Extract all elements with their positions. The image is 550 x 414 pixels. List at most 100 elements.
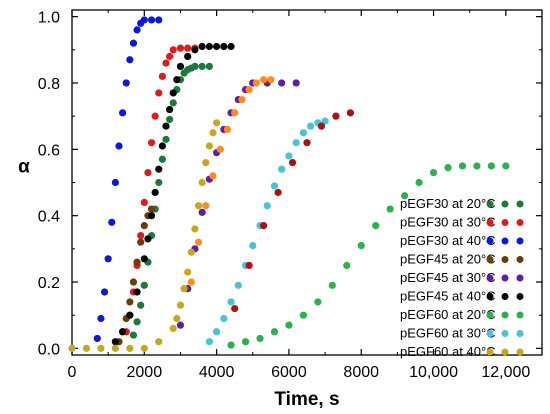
data-point [100,288,109,296]
data-point [205,142,213,150]
data-point [144,235,152,243]
data-point [299,311,307,319]
data-point [184,44,192,52]
legend-marker [516,348,524,356]
data-point [155,338,163,346]
data-point [213,328,221,336]
legend-label: pEGF60 at 30°C [400,326,496,341]
data-point [187,248,195,256]
data-point [238,95,246,104]
series-8 [68,119,221,352]
data-point [97,314,105,323]
data-point [191,62,199,70]
data-point [245,86,253,94]
data-point [209,172,217,180]
data-point [133,26,141,34]
y-tick-label: 0.0 [38,341,60,358]
legend-marker [486,237,494,245]
data-point [343,261,351,270]
data-point [487,162,495,170]
legend-marker [486,274,494,282]
legend-marker [486,293,494,300]
series-7 [205,117,329,346]
data-point [122,79,130,87]
y-tick-label: 0.6 [38,142,60,159]
data-point [133,318,141,326]
data-point [444,163,452,172]
legend-label: pEGF45 at 40°C [400,289,496,304]
data-point [256,334,264,343]
data-point [278,79,286,87]
x-tick-label: 10,000 [409,364,458,381]
data-point [162,135,170,143]
data-point [245,261,253,270]
data-point [166,105,174,114]
data-point [133,258,141,266]
data-point [209,129,217,137]
data-point [270,328,279,336]
data-point [213,119,221,127]
legend-label: pEGF30 at 20°C [400,196,496,211]
data-point [223,125,232,134]
data-point [140,255,148,263]
data-point [169,46,177,54]
data-point [231,304,239,313]
data-point [169,99,177,107]
legend-marker [501,200,509,208]
legend-marker [501,293,509,300]
legend-marker [516,200,524,208]
data-point [68,344,76,352]
data-point [126,56,134,64]
data-point [234,281,242,289]
data-point [137,231,145,240]
data-point [278,165,286,173]
data-point [220,42,228,51]
data-point [151,188,159,197]
data-point [332,112,340,120]
data-point [292,79,300,87]
data-point [140,198,148,207]
data-point [180,285,188,293]
data-point [194,238,203,246]
legend-marker [486,311,494,319]
data-point [97,344,105,352]
data-point [82,344,91,352]
data-point [205,338,213,346]
data-point [111,178,119,187]
x-tick-label: 4000 [199,364,235,381]
series-10 [231,109,354,313]
y-axis-label: α [18,157,30,178]
legend-marker [501,274,509,282]
x-tick-label: 0 [68,364,77,381]
legend-marker [516,293,524,300]
data-point [173,314,181,323]
data-point [285,152,293,160]
data-point [155,89,163,97]
data-point [220,314,228,323]
data-point [299,129,307,137]
data-point [126,344,134,352]
legend-marker [516,237,524,245]
data-point [202,158,210,167]
data-point [147,16,156,24]
data-point [126,311,134,319]
data-point [458,162,467,170]
data-point [198,208,206,216]
data-point [292,139,300,147]
legend-marker [516,330,524,337]
data-point [502,162,510,170]
data-point [321,117,329,125]
data-point [241,338,250,346]
data-point [166,115,174,124]
data-point [140,344,148,352]
legend-marker [486,348,494,356]
legend-marker [516,219,524,226]
data-point [314,298,322,306]
data-point [111,344,119,352]
data-point [198,62,206,70]
data-point [270,182,279,190]
data-point [307,122,315,130]
data-point [213,42,221,51]
data-point [216,145,224,153]
